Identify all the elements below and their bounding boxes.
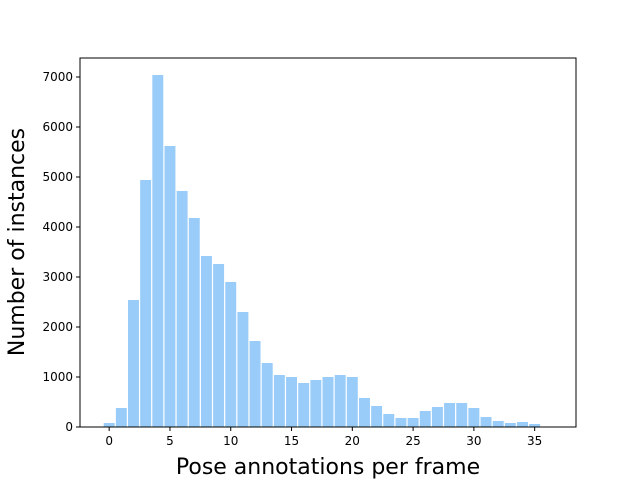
bar: [188, 218, 200, 427]
bar: [468, 408, 480, 427]
x-axis-label: Pose annotations per frame: [176, 455, 480, 480]
bar: [237, 312, 249, 427]
bar: [334, 375, 346, 427]
x-tick-label: 30: [466, 434, 481, 448]
y-tick-label: 3000: [42, 270, 73, 284]
x-tick-label: 0: [105, 434, 113, 448]
bar: [128, 300, 139, 427]
y-tick-label: 6000: [42, 120, 73, 134]
bar: [310, 380, 322, 427]
y-tick-label: 5000: [42, 170, 73, 184]
bar: [456, 403, 468, 427]
bar: [346, 377, 358, 427]
y-tick-label: 4000: [42, 220, 73, 234]
bar: [164, 146, 176, 427]
y-axis-label: Number of instances: [5, 128, 30, 356]
bar: [431, 407, 443, 427]
bar: [225, 282, 237, 427]
bar: [359, 398, 370, 427]
bar: [444, 403, 456, 427]
bar: [273, 375, 285, 427]
y-tick-label: 7000: [42, 70, 73, 84]
bar: [407, 418, 419, 427]
bar: [176, 191, 188, 427]
x-tick-label: 20: [345, 434, 360, 448]
bar: [213, 264, 225, 427]
x-tick-label: 25: [405, 434, 420, 448]
plot-frame: [79, 57, 577, 428]
bar: [383, 414, 395, 427]
bar: [322, 377, 334, 427]
bar: [492, 421, 504, 427]
bar: [395, 418, 407, 427]
y-tick-label: 0: [65, 420, 73, 434]
bar: [152, 75, 164, 427]
bar: [419, 411, 431, 427]
bar: [529, 424, 541, 427]
bar: [140, 180, 152, 427]
bar: [103, 423, 115, 427]
x-tick-label: 15: [284, 434, 299, 448]
bar: [480, 417, 492, 427]
bar: [115, 408, 127, 427]
bar: [504, 423, 516, 427]
y-tick-label: 2000: [42, 320, 73, 334]
bar: [298, 383, 310, 427]
x-tick-label: 5: [166, 434, 174, 448]
bar: [286, 377, 297, 427]
x-tick-label: 35: [527, 434, 542, 448]
bar: [200, 256, 212, 427]
bar: [371, 406, 383, 427]
bar: [517, 422, 528, 427]
bar: [261, 363, 273, 427]
x-tick-label: 10: [223, 434, 238, 448]
y-tick-label: 1000: [42, 370, 73, 384]
bar: [249, 341, 261, 427]
